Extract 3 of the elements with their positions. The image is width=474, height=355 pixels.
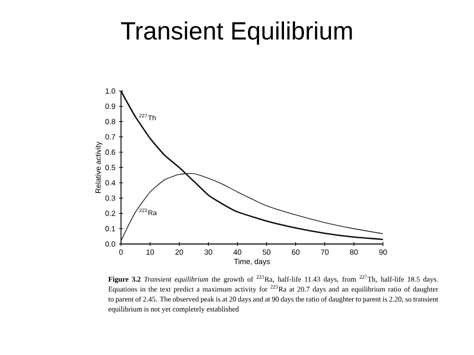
line-series xyxy=(120,90,384,240)
chart-title: Transient Equilibrium xyxy=(121,21,352,45)
line-series xyxy=(120,173,384,242)
